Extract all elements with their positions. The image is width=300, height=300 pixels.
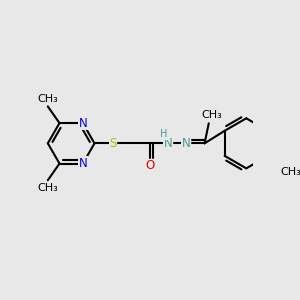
Text: N: N — [79, 117, 87, 130]
Text: CH₃: CH₃ — [201, 110, 222, 120]
Text: H: H — [160, 129, 167, 139]
Text: O: O — [145, 159, 154, 172]
Text: N: N — [182, 137, 190, 150]
Text: CH₃: CH₃ — [280, 167, 300, 177]
Text: N: N — [79, 157, 87, 170]
Text: CH₃: CH₃ — [38, 183, 58, 193]
Text: N: N — [164, 137, 172, 150]
Text: CH₃: CH₃ — [38, 94, 58, 104]
Text: S: S — [109, 137, 116, 150]
